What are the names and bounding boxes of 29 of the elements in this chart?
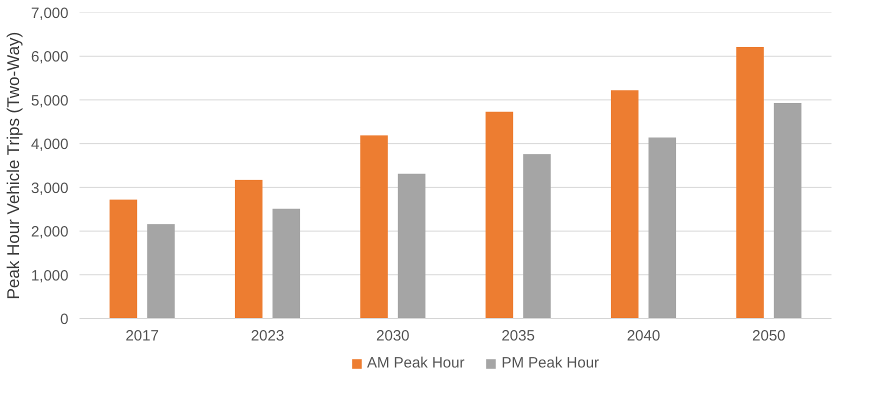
y-tick-label: 3,000 — [30, 180, 69, 197]
y-tick-label: 4,000 — [30, 136, 69, 154]
y-tick-label: 6,000 — [30, 48, 69, 66]
y-tick-label: 2,000 — [30, 224, 69, 241]
bar — [147, 224, 175, 318]
x-tick-label: 2023 — [250, 328, 284, 344]
y-axis-title: Peak Hour Vehicle Trips (Two-Way) — [4, 32, 23, 300]
y-tick-label: 1,000 — [30, 267, 69, 284]
bar — [360, 135, 388, 318]
y-tick-label: 5,000 — [30, 92, 69, 110]
x-tick-label: 2050 — [752, 328, 786, 344]
bar — [486, 112, 514, 318]
bar — [523, 154, 551, 318]
legend-label: PM Peak Hour — [502, 354, 600, 372]
x-tick-label: 2030 — [376, 328, 410, 344]
bar — [234, 180, 262, 318]
bar — [648, 138, 676, 318]
x-tick-label: 2017 — [125, 328, 159, 344]
bar — [736, 47, 764, 318]
bar — [272, 208, 300, 318]
bar — [774, 102, 802, 318]
legend-label: AM Peak Hour — [366, 354, 464, 372]
x-tick-label: 2035 — [501, 328, 535, 344]
y-tick-label: 7,000 — [30, 5, 69, 22]
x-tick-label: 2040 — [626, 328, 660, 344]
y-tick-label: 0 — [60, 311, 68, 328]
bar — [398, 174, 426, 318]
bar — [110, 200, 138, 318]
bar — [610, 90, 638, 318]
